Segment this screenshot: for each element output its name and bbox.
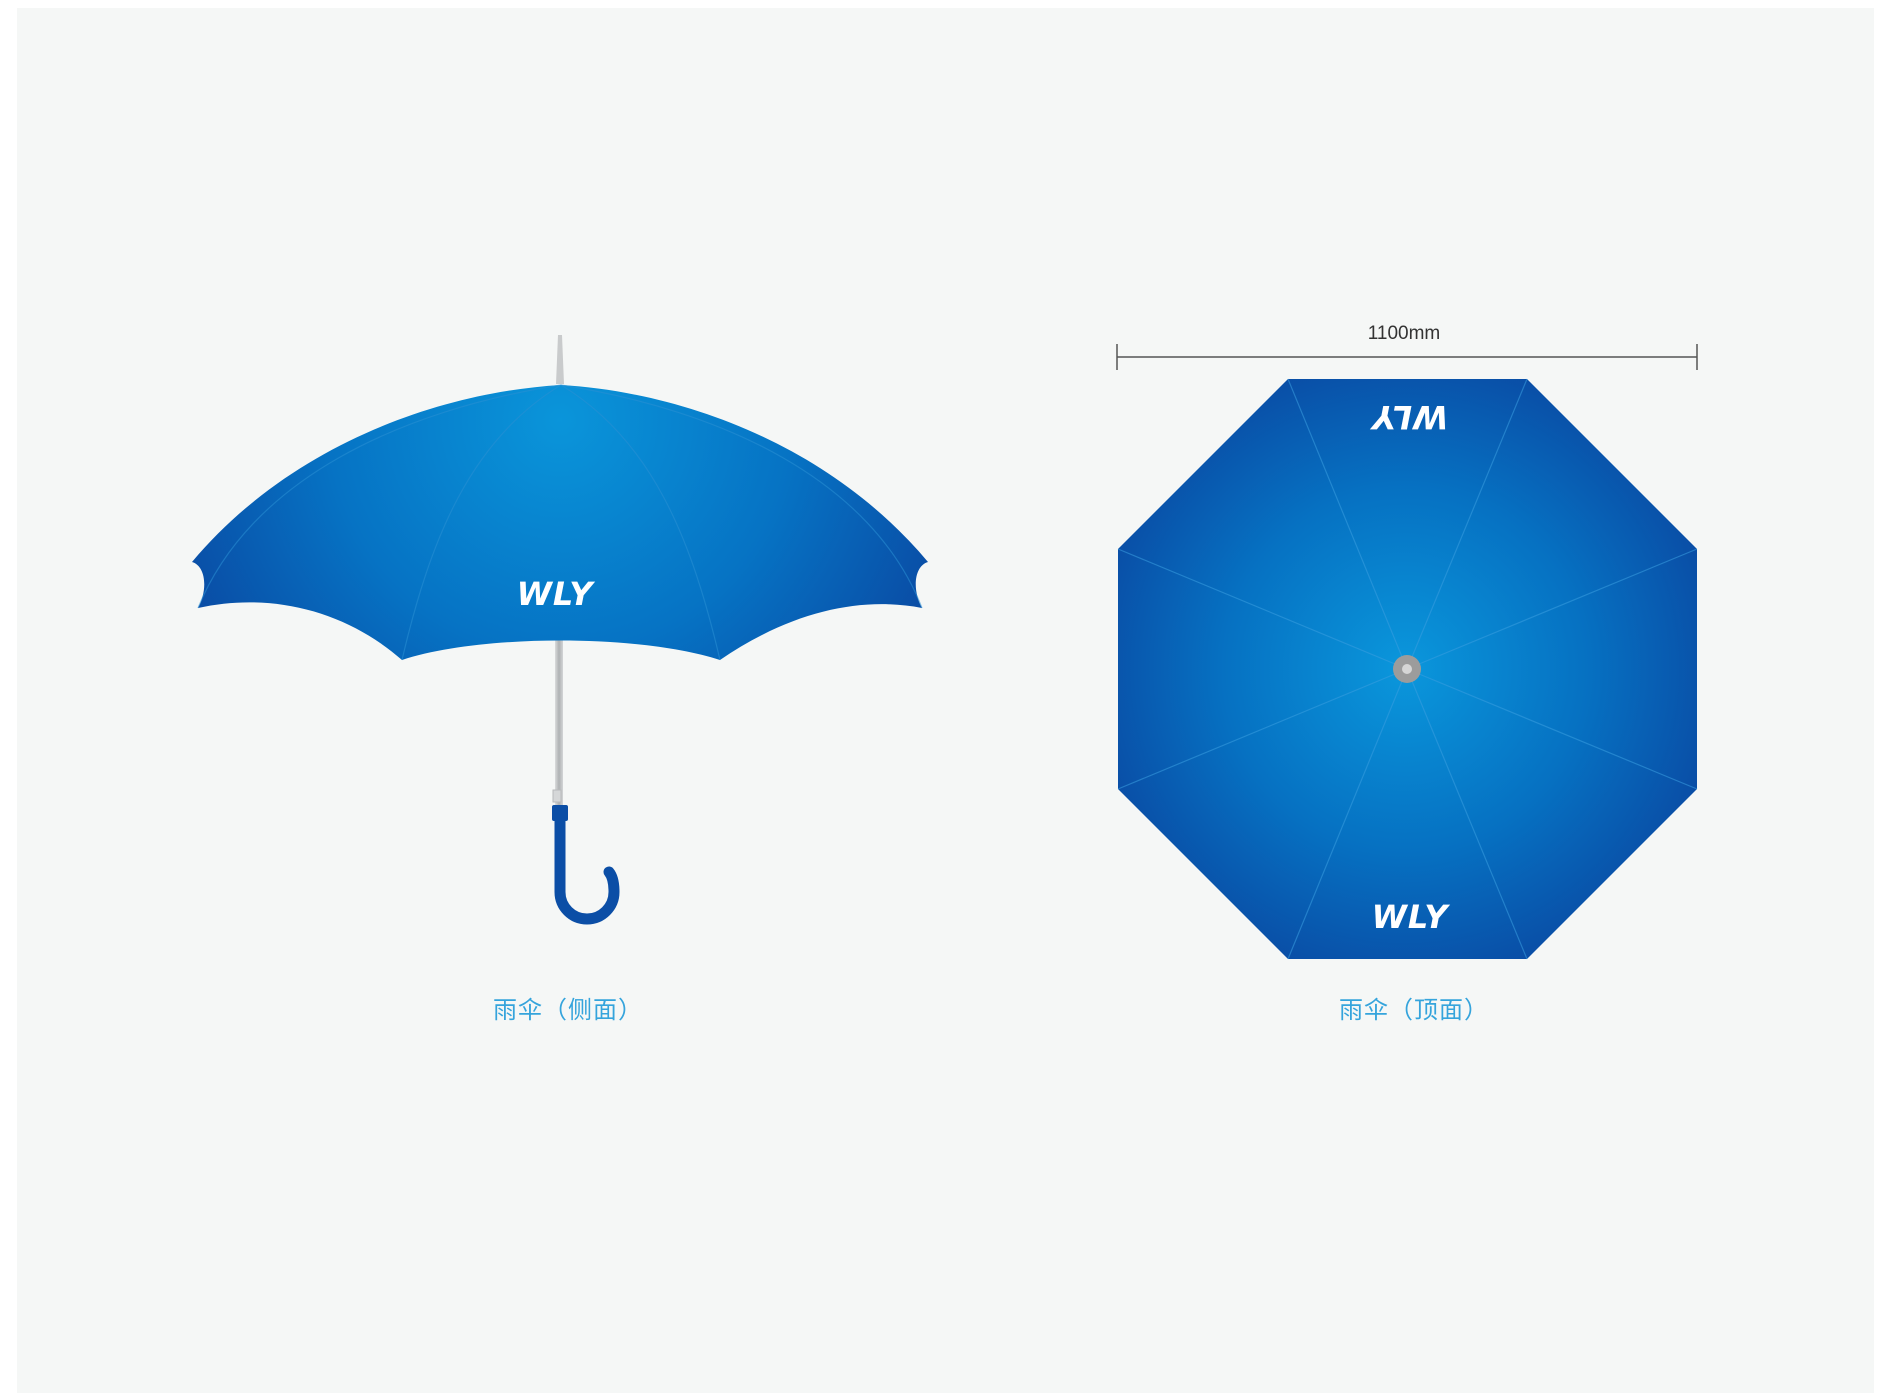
top-logo-lower: WLY [1371,898,1449,936]
center-hub-cap [1402,664,1412,674]
dimension-indicator [1116,344,1698,370]
side-logo: WLY [516,575,594,613]
umbrella-runner [552,789,562,803]
umbrella-canopy [192,385,928,660]
diameter-label: 1100mm [1367,323,1441,344]
side-view-caption: 雨伞（侧面） [493,996,643,1024]
top-logo-upper: WLY [1371,398,1449,436]
canopy-ribs [1117,378,1698,960]
top-view-caption: 雨伞（顶面） [1339,996,1489,1024]
canopy-seams [197,384,923,661]
umbrella-tip [556,335,564,384]
umbrella-shaft [555,630,563,805]
umbrella-hook-handle [554,814,620,925]
